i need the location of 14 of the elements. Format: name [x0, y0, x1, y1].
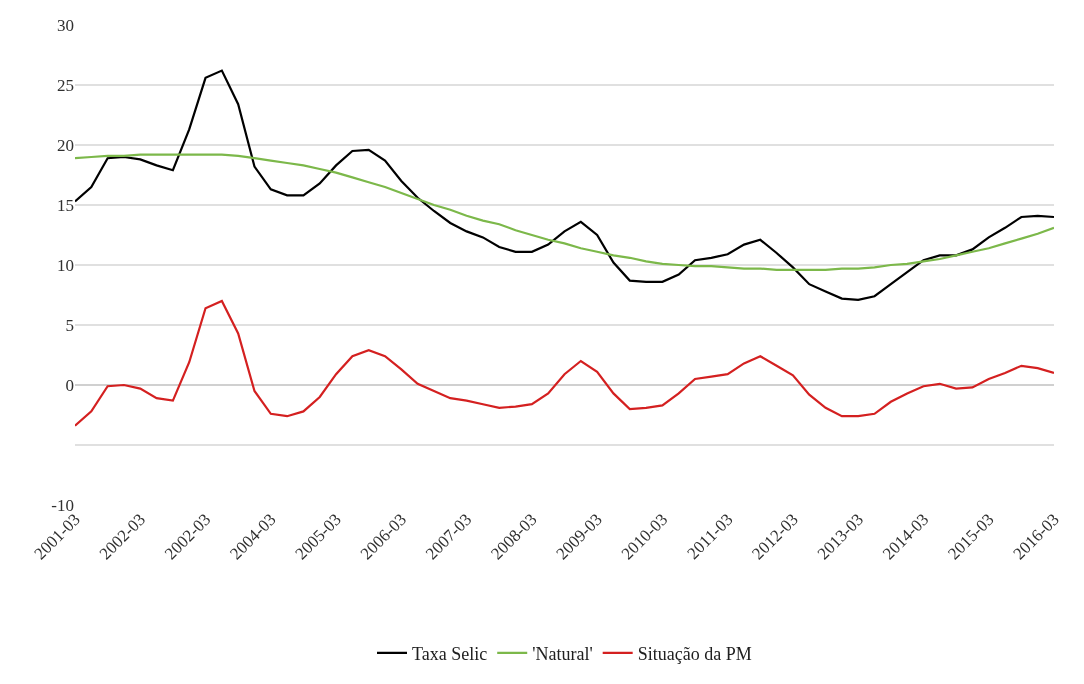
line-series: [75, 153, 1054, 271]
line-series: [75, 69, 1054, 301]
y-tick-label: 20: [57, 135, 74, 155]
y-tick-label: 10: [57, 255, 74, 275]
y-tick-label: 5: [65, 315, 74, 335]
y-tick-label: 0: [65, 375, 74, 395]
y-tick-label: 25: [57, 75, 74, 95]
legend-label: Situação da PM: [637, 643, 752, 664]
legend-label: 'Natural': [532, 643, 593, 664]
y-tick-label: 15: [57, 195, 74, 215]
y-tick-label: 30: [57, 15, 74, 35]
y-tick-label: -10: [51, 495, 74, 515]
line-series: [75, 299, 1054, 427]
legend-label: Taxa Selic: [412, 643, 488, 664]
